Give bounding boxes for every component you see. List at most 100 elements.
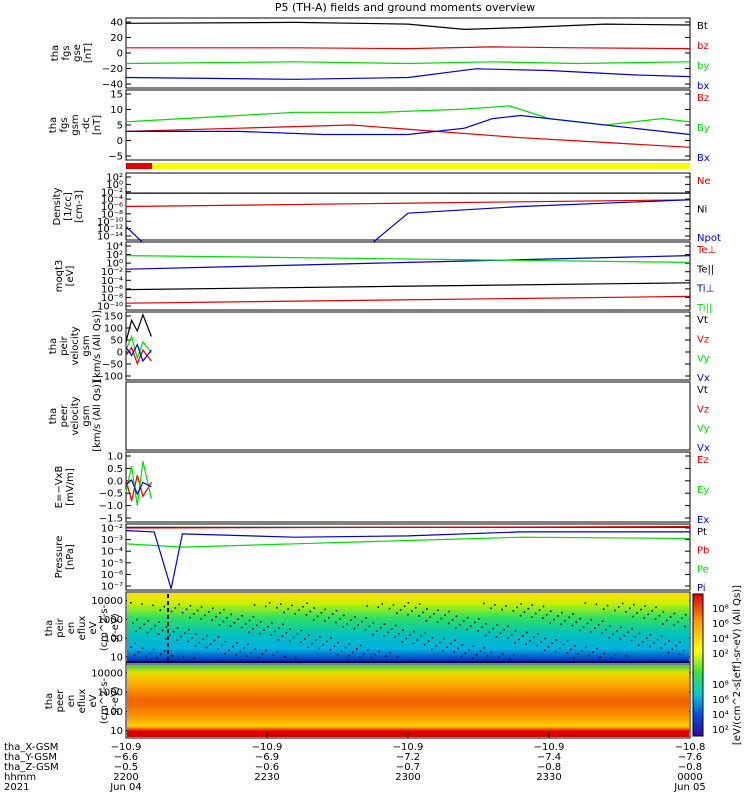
heatmap-speck	[588, 654, 590, 657]
heatmap-speck	[470, 625, 472, 627]
heatmap-speck	[353, 627, 356, 630]
heatmap-speck	[479, 650, 482, 652]
y-axis-label: peir	[59, 335, 70, 355]
heatmap-speck	[348, 643, 351, 645]
heatmap-speck	[267, 625, 269, 628]
x-tick-label: −6.9	[255, 752, 279, 763]
y-axis-label: (cm^2-s-	[99, 677, 110, 724]
heatmap-speck	[684, 614, 687, 616]
heatmap-speck	[568, 616, 570, 619]
heatmap-speck	[664, 643, 666, 646]
heatmap-speck	[296, 633, 299, 635]
heatmap-speck	[396, 656, 399, 659]
y-tick-label: 100	[104, 707, 123, 718]
heatmap-speck	[519, 614, 522, 617]
y-axis-label: gsm	[70, 114, 81, 135]
heatmap-speck	[566, 652, 568, 654]
legend-vy: Vy	[697, 424, 710, 435]
heatmap-speck	[547, 646, 550, 648]
heatmap-speck	[156, 657, 158, 659]
y-axis-label: velocity	[70, 326, 81, 365]
heatmap-speck	[241, 626, 243, 629]
heatmap-speck	[292, 636, 295, 639]
legend-vz: Vz	[697, 334, 709, 345]
heatmap-speck	[339, 618, 341, 620]
y-tick-label: 10⁻⁶	[101, 570, 123, 581]
heatmap-speck	[483, 646, 486, 649]
y-tick-label: 10⁻⁶	[101, 284, 123, 295]
heatmap-speck	[675, 644, 677, 647]
heatmap-speck	[601, 620, 604, 622]
heatmap-speck	[202, 638, 204, 640]
heatmap-speck	[602, 608, 605, 610]
heatmap-speck	[149, 652, 151, 654]
heatmap-speck	[205, 646, 208, 649]
y-axis-label: [km/s (All Qs)]	[92, 310, 103, 382]
series-vy	[125, 334, 152, 361]
heatmap-speck	[654, 618, 657, 620]
heatmap-speck	[335, 609, 338, 612]
heatmap-speck	[571, 624, 574, 627]
heatmap-speck	[638, 632, 641, 635]
heatmap-speck	[318, 647, 320, 650]
heatmap-speck	[671, 648, 673, 650]
heatmap-speck	[625, 611, 627, 613]
legend-bz: Bz	[697, 93, 709, 104]
heatmap-speck	[503, 629, 506, 631]
heatmap-speck	[486, 655, 489, 657]
heatmap-speck	[448, 610, 450, 613]
legend-by: by	[697, 61, 709, 72]
heatmap-speck	[483, 602, 485, 605]
heatmap-speck	[331, 613, 334, 615]
heatmap-speck	[361, 620, 363, 623]
heatmap-speck	[668, 640, 670, 642]
heatmap-speck	[645, 637, 648, 639]
y-tick-label: 1000	[98, 615, 123, 626]
heatmap-speck	[662, 623, 664, 625]
heatmap-speck	[172, 631, 175, 633]
heatmap-speck	[557, 615, 559, 617]
heatmap-speck	[300, 641, 302, 644]
heatmap-speck	[366, 605, 368, 607]
heatmap-speck	[340, 650, 343, 652]
y-axis-label: tha	[44, 693, 55, 709]
heatmap-speck	[665, 619, 668, 622]
heatmap-speck	[457, 647, 459, 650]
heatmap-speck	[302, 606, 304, 608]
y-tick-label: 10⁻⁴	[101, 276, 123, 287]
y-tick-label: −1.5	[99, 514, 123, 525]
heatmap-speck	[590, 619, 593, 621]
y-tick-label: 15	[110, 90, 123, 101]
heatmap-speck	[564, 620, 566, 622]
status-bar-red	[126, 163, 152, 169]
y-axis-label: eV	[88, 694, 99, 707]
heatmap-speck	[189, 605, 192, 607]
x-tick-label: −7.6	[678, 752, 702, 763]
heatmap-speck	[152, 604, 154, 607]
heatmap-electron	[127, 665, 689, 737]
heatmap-speck	[450, 643, 452, 645]
y-axis-label: eflux	[77, 616, 88, 641]
heatmap-speck	[422, 611, 424, 614]
legend-vx: Vx	[697, 373, 710, 384]
heatmap-speck	[320, 612, 323, 614]
x-tick-label: 0000	[677, 772, 702, 783]
heatmap-speck	[474, 621, 476, 624]
heatmap-speck	[193, 657, 196, 659]
heatmap-speck	[542, 617, 544, 619]
heatmap-speck	[669, 616, 672, 618]
heatmap-speck	[485, 623, 487, 625]
heatmap-speck	[383, 623, 386, 625]
heatmap-speck	[426, 608, 428, 610]
heatmap-speck	[440, 617, 443, 620]
heatmap-speck	[263, 629, 265, 631]
heatmap-speck	[239, 650, 241, 653]
heatmap-speck	[649, 645, 651, 648]
heatmap-speck	[619, 638, 622, 640]
heatmap-speck	[429, 616, 431, 618]
y-axis-label: sr-eV)	[110, 686, 121, 715]
x-row-label: tha_Z-GSM	[4, 762, 59, 773]
legend-vy: Vy	[697, 354, 710, 365]
